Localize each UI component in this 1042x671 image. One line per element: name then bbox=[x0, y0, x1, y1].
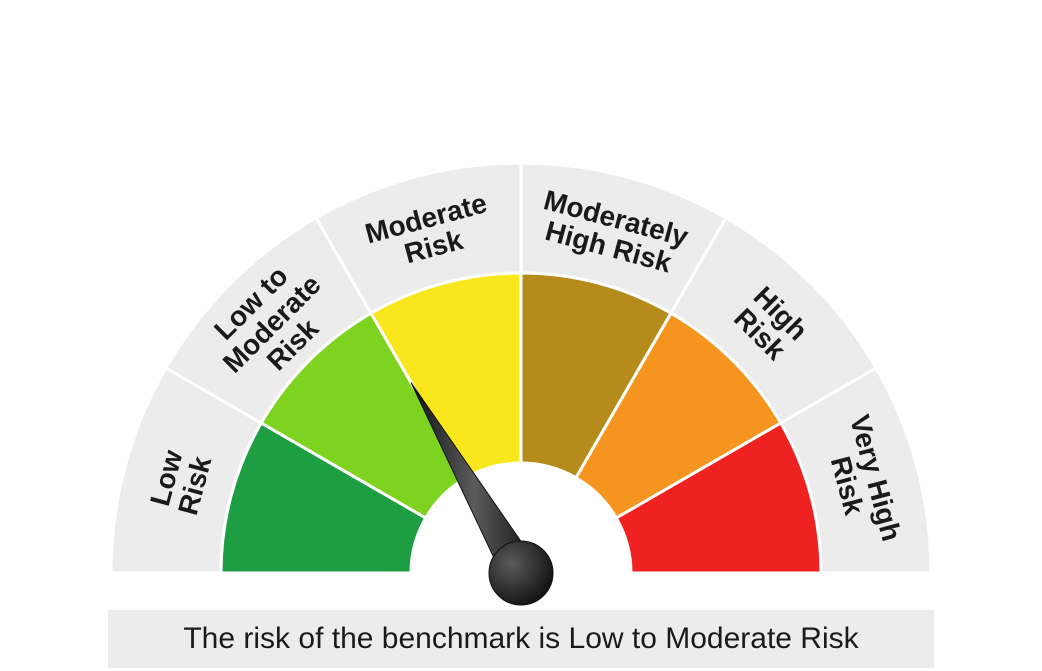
gauge-hub bbox=[489, 541, 553, 605]
risk-gauge: LowRiskLow toModerateRiskModerateRiskMod… bbox=[105, 157, 937, 617]
gauge-svg: LowRiskLow toModerateRiskModerateRiskMod… bbox=[105, 157, 937, 617]
stage: LowRiskLow toModerateRiskModerateRiskMod… bbox=[0, 0, 1042, 668]
caption-bar: The risk of the benchmark is Low to Mode… bbox=[105, 607, 937, 671]
caption-text: The risk of the benchmark is Low to Mode… bbox=[183, 622, 858, 655]
